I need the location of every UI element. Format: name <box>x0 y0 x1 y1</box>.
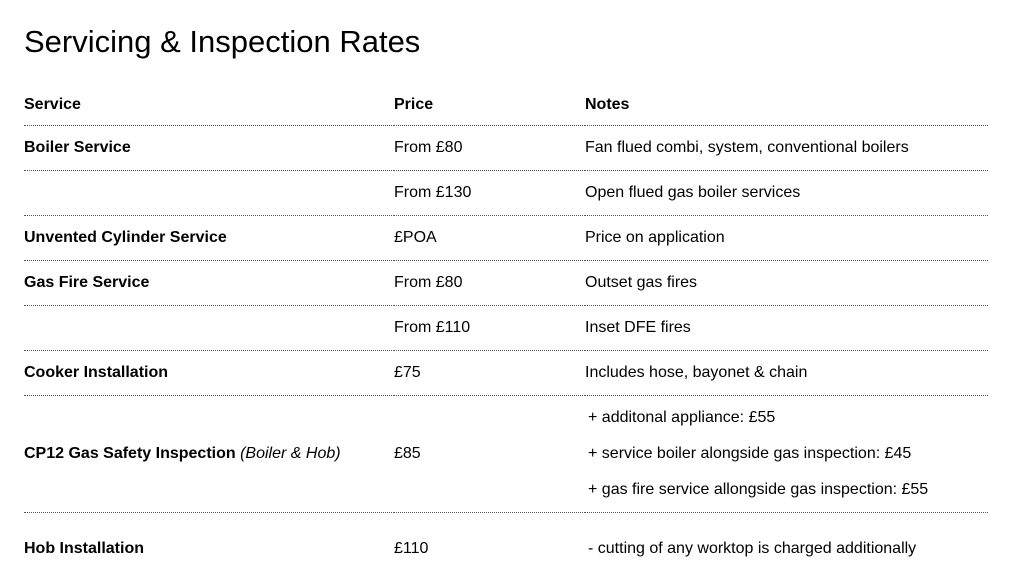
service-qualifier: (Boiler & Hob) <box>240 445 340 462</box>
page-title: Servicing & Inspection Rates <box>24 22 420 62</box>
header-service: Service <box>24 84 394 126</box>
table-header-row: Service Price Notes <box>24 84 988 126</box>
row-price: From £130 <box>394 171 585 216</box>
note-line: + gas fire service allongside gas inspec… <box>585 480 988 500</box>
row-service: Hob Installation <box>24 513 394 579</box>
row-price: £75 <box>394 351 585 396</box>
row-notes: Inset DFE fires <box>585 306 988 351</box>
table-row: Gas Fire Service From £80 Outset gas fir… <box>24 261 988 306</box>
row-price: From £80 <box>394 126 585 171</box>
row-service: Cooker Installation <box>24 351 394 396</box>
row-price: From £80 <box>394 261 585 306</box>
note-line: + additonal appliance: £55 <box>585 408 988 428</box>
rates-table: Service Price Notes Boiler Service From … <box>24 84 988 579</box>
table-row-hob: Hob Installation £110 - cutting of any w… <box>24 513 988 579</box>
row-service: Unvented Cylinder Service <box>24 216 394 261</box>
row-notes: + additonal appliance: £55 + service boi… <box>585 396 988 513</box>
row-notes: Fan flued combi, system, conventional bo… <box>585 126 988 171</box>
row-price: From £110 <box>394 306 585 351</box>
table-row: From £110 Inset DFE fires <box>24 306 988 351</box>
row-notes: Includes hose, bayonet & chain <box>585 351 988 396</box>
table-row-cp12: CP12 Gas Safety Inspection (Boiler & Hob… <box>24 396 988 513</box>
service-name: CP12 Gas Safety Inspection <box>24 445 236 462</box>
row-price: £110 <box>394 513 585 579</box>
row-price: £POA <box>394 216 585 261</box>
note-line: + service boiler alongside gas inspectio… <box>585 444 988 464</box>
table-row: Unvented Cylinder Service £POA Price on … <box>24 216 988 261</box>
header-price: Price <box>394 84 585 126</box>
table-row: From £130 Open flued gas boiler services <box>24 171 988 216</box>
table-row: Boiler Service From £80 Fan flued combi,… <box>24 126 988 171</box>
row-service <box>24 171 394 216</box>
row-notes: Outset gas fires <box>585 261 988 306</box>
row-service: CP12 Gas Safety Inspection (Boiler & Hob… <box>24 396 394 513</box>
row-notes: Price on application <box>585 216 988 261</box>
row-price: £85 <box>394 396 585 513</box>
note-line: - cutting of any worktop is charged addi… <box>585 540 916 557</box>
row-service: Boiler Service <box>24 126 394 171</box>
row-notes: Open flued gas boiler services <box>585 171 988 216</box>
row-service: Gas Fire Service <box>24 261 394 306</box>
header-notes: Notes <box>585 84 988 126</box>
row-notes: - cutting of any worktop is charged addi… <box>585 513 988 579</box>
table-row: Cooker Installation £75 Includes hose, b… <box>24 351 988 396</box>
row-service <box>24 306 394 351</box>
